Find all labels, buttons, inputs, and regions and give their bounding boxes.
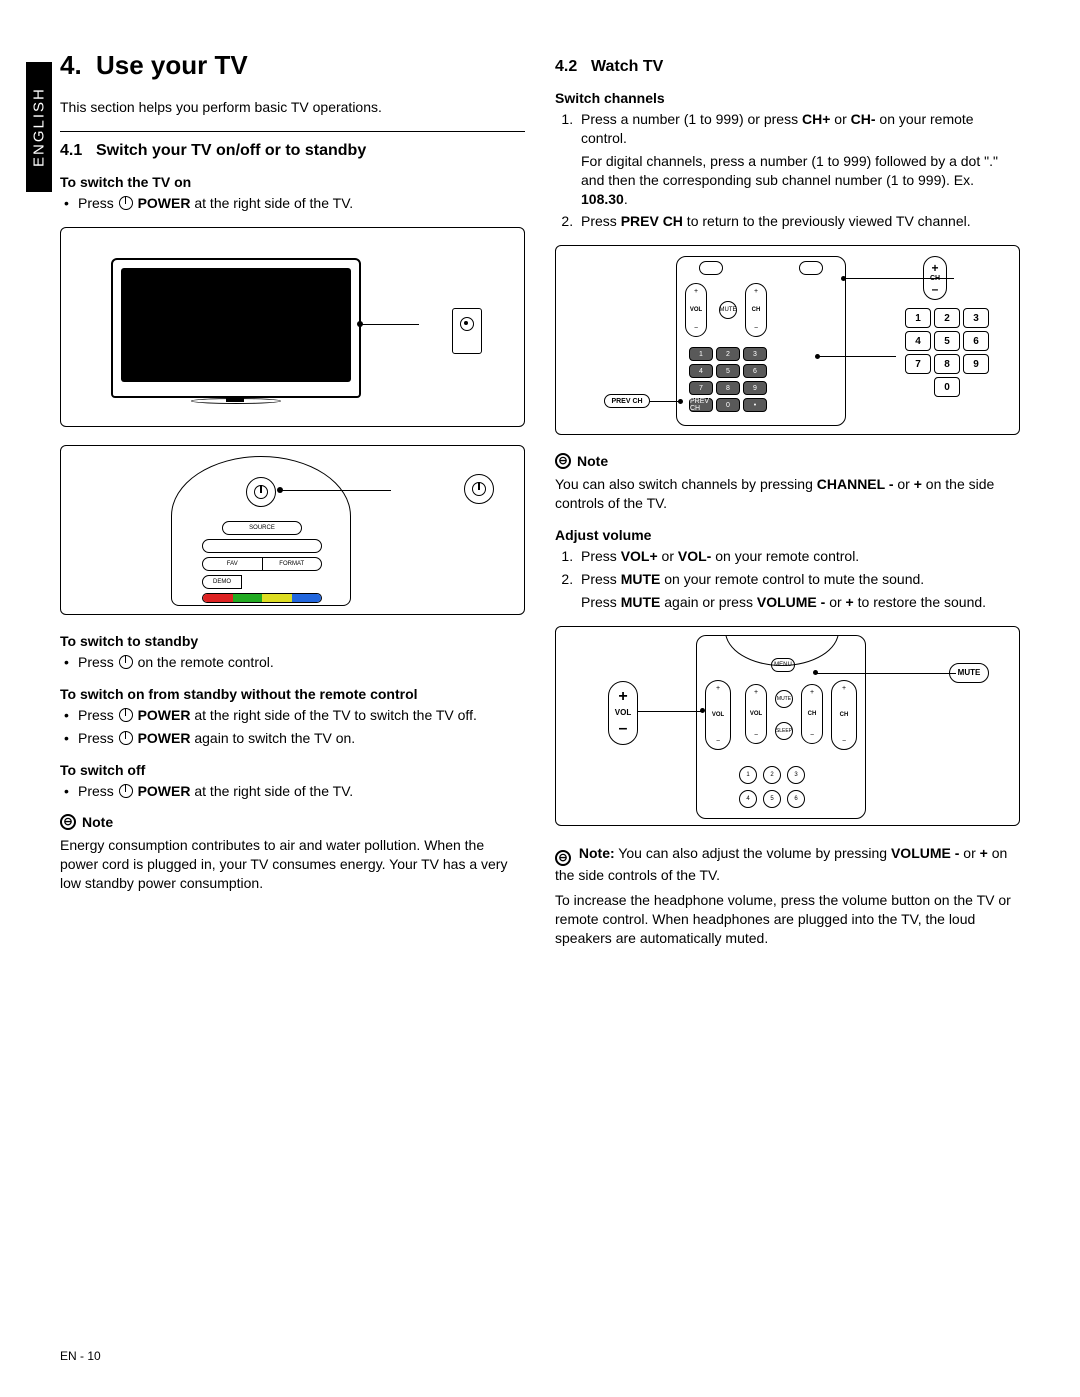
heading-switch-off: To switch off — [60, 762, 525, 778]
power-icon — [119, 784, 133, 798]
list-adjust-volume: Press VOL+ or VOL- on your remote contro… — [555, 547, 1020, 612]
headphone-note: To increase the headphone volume, press … — [555, 891, 1020, 948]
list-item: Press PREV CH to return to the previousl… — [577, 212, 1020, 231]
subsection-number: 4.1 — [60, 142, 96, 160]
leader-line — [281, 490, 391, 491]
power-icon — [119, 731, 133, 745]
heading-switch-on: To switch the TV on — [60, 174, 525, 190]
section-number: 4. — [60, 50, 96, 81]
note-volume: ⊖ Note: You can also adjust the volume b… — [555, 844, 1020, 885]
note-heading: ⊖ Note — [60, 814, 525, 830]
list-standby: Press on the remote control. — [60, 653, 525, 672]
list-item: Press VOL+ or VOL- on your remote contro… — [577, 547, 1020, 566]
list-from-standby: Press POWER at the right side of the TV … — [60, 706, 525, 748]
bullet: Press POWER again to switch the TV on. — [78, 729, 525, 748]
bullet: Press on the remote control. — [78, 653, 525, 672]
bullet: Press POWER at the right side of the TV … — [78, 706, 525, 725]
figure-remote-top: SOURCE FAVFORMAT DEMO — [60, 445, 525, 615]
section-intro: This section helps you perform basic TV … — [60, 99, 525, 115]
power-callout-icon — [464, 474, 494, 504]
vol-pill-icon: +VOL− — [685, 283, 707, 337]
ch-pill-icon: +CH− — [801, 684, 823, 744]
ch-callout-icon: + CH – — [923, 256, 947, 300]
power-icon — [119, 708, 133, 722]
divider — [60, 131, 525, 132]
subsection-number: 4.2 — [555, 58, 591, 76]
keypad-callout-icon: 123 456 789 0 — [905, 308, 989, 397]
note-channels: You can also switch channels by pressing… — [555, 475, 1020, 513]
ch-pill-icon: +CH− — [745, 283, 767, 337]
note-icon: ⊖ — [555, 453, 571, 469]
tv-power-panel-icon — [452, 308, 482, 354]
leader-line — [818, 356, 896, 357]
power-icon — [119, 655, 133, 669]
menu-button-icon: MENU — [771, 658, 795, 672]
page-content: 4.Use your TV This section helps you per… — [60, 50, 1020, 1357]
list-switch-off: Press POWER at the right side of the TV. — [60, 782, 525, 801]
leader-line — [650, 401, 680, 402]
color-bar-icon — [202, 593, 322, 603]
language-tab: ENGLISH — [26, 62, 52, 192]
tv-body-icon — [111, 258, 361, 398]
bullet: Press POWER at the right side of the TV. — [78, 194, 525, 213]
remote-outline-icon: SOURCE FAVFORMAT DEMO — [171, 456, 351, 606]
subsection-title: Switch your TV on/off or to standby — [96, 142, 366, 159]
left-column: 4.Use your TV This section helps you per… — [60, 50, 525, 1357]
mute-icon: MUTE — [775, 690, 793, 708]
note-icon: ⊖ — [60, 814, 76, 830]
right-column: 4.2Watch TV Switch channels Press a numb… — [555, 50, 1020, 1357]
note-heading: ⊖ Note — [555, 453, 1020, 469]
list-item: Press MUTE on your remote control to mut… — [577, 570, 1020, 612]
remote-keypad-icon: 123 456 789 PREV CH0• — [689, 347, 767, 412]
remote-power-icon — [246, 477, 276, 507]
bullet: Press POWER at the right side of the TV. — [78, 782, 525, 801]
list-switch-channels: Press a number (1 to 999) or press CH+ o… — [555, 110, 1020, 231]
section-4-1-heading: 4.1Switch your TV on/off or to standby — [60, 142, 525, 160]
heading-standby: To switch to standby — [60, 633, 525, 649]
prevch-callout-icon: PREV CH — [604, 394, 650, 408]
remote-outline-icon: +VOL− MUTE +CH− 123 456 789 PREV CH0• — [676, 256, 846, 426]
leader-line — [361, 324, 419, 325]
vol-callout-icon: + VOL – — [608, 681, 638, 745]
sleep-icon: SLEEP — [775, 722, 793, 740]
note-body: Energy consumption contributes to air an… — [60, 836, 525, 893]
heading-from-standby: To switch on from standby without the re… — [60, 686, 525, 702]
leader-line — [816, 673, 956, 674]
demo-button-icon: DEMO — [202, 575, 242, 589]
remote-outline-icon: MENU +VOL− +VOL− MUTE SLEEP +CH− — [696, 635, 866, 819]
fav-format-bar-icon: FAVFORMAT — [202, 557, 322, 571]
tv-screen-icon — [121, 268, 351, 382]
page-footer: EN - 10 — [60, 1349, 101, 1363]
subsection-title: Watch TV — [591, 58, 663, 75]
section-title: Use your TV — [96, 50, 248, 80]
figure-volume-remote: MENU +VOL− +VOL− MUTE SLEEP +CH− — [555, 626, 1020, 826]
heading-switch-channels: Switch channels — [555, 90, 1020, 106]
figure-tv — [60, 227, 525, 427]
power-icon — [119, 196, 133, 210]
leader-line — [638, 711, 702, 712]
vol-pill-icon: +VOL− — [705, 680, 731, 750]
list-switch-on: Press POWER at the right side of the TV. — [60, 194, 525, 213]
note-icon: ⊖ — [555, 850, 571, 866]
source-button-icon: SOURCE — [222, 521, 302, 535]
heading-adjust-volume: Adjust volume — [555, 527, 1020, 543]
section-4-2-heading: 4.2Watch TV — [555, 58, 1020, 76]
mute-icon: MUTE — [719, 301, 737, 319]
figure-channel-remote: +VOL− MUTE +CH− 123 456 789 PREV CH0• — [555, 245, 1020, 435]
mute-callout-icon: MUTE — [949, 663, 989, 683]
section-4-heading: 4.Use your TV — [60, 50, 525, 81]
list-item: Press a number (1 to 999) or press CH+ o… — [577, 110, 1020, 208]
